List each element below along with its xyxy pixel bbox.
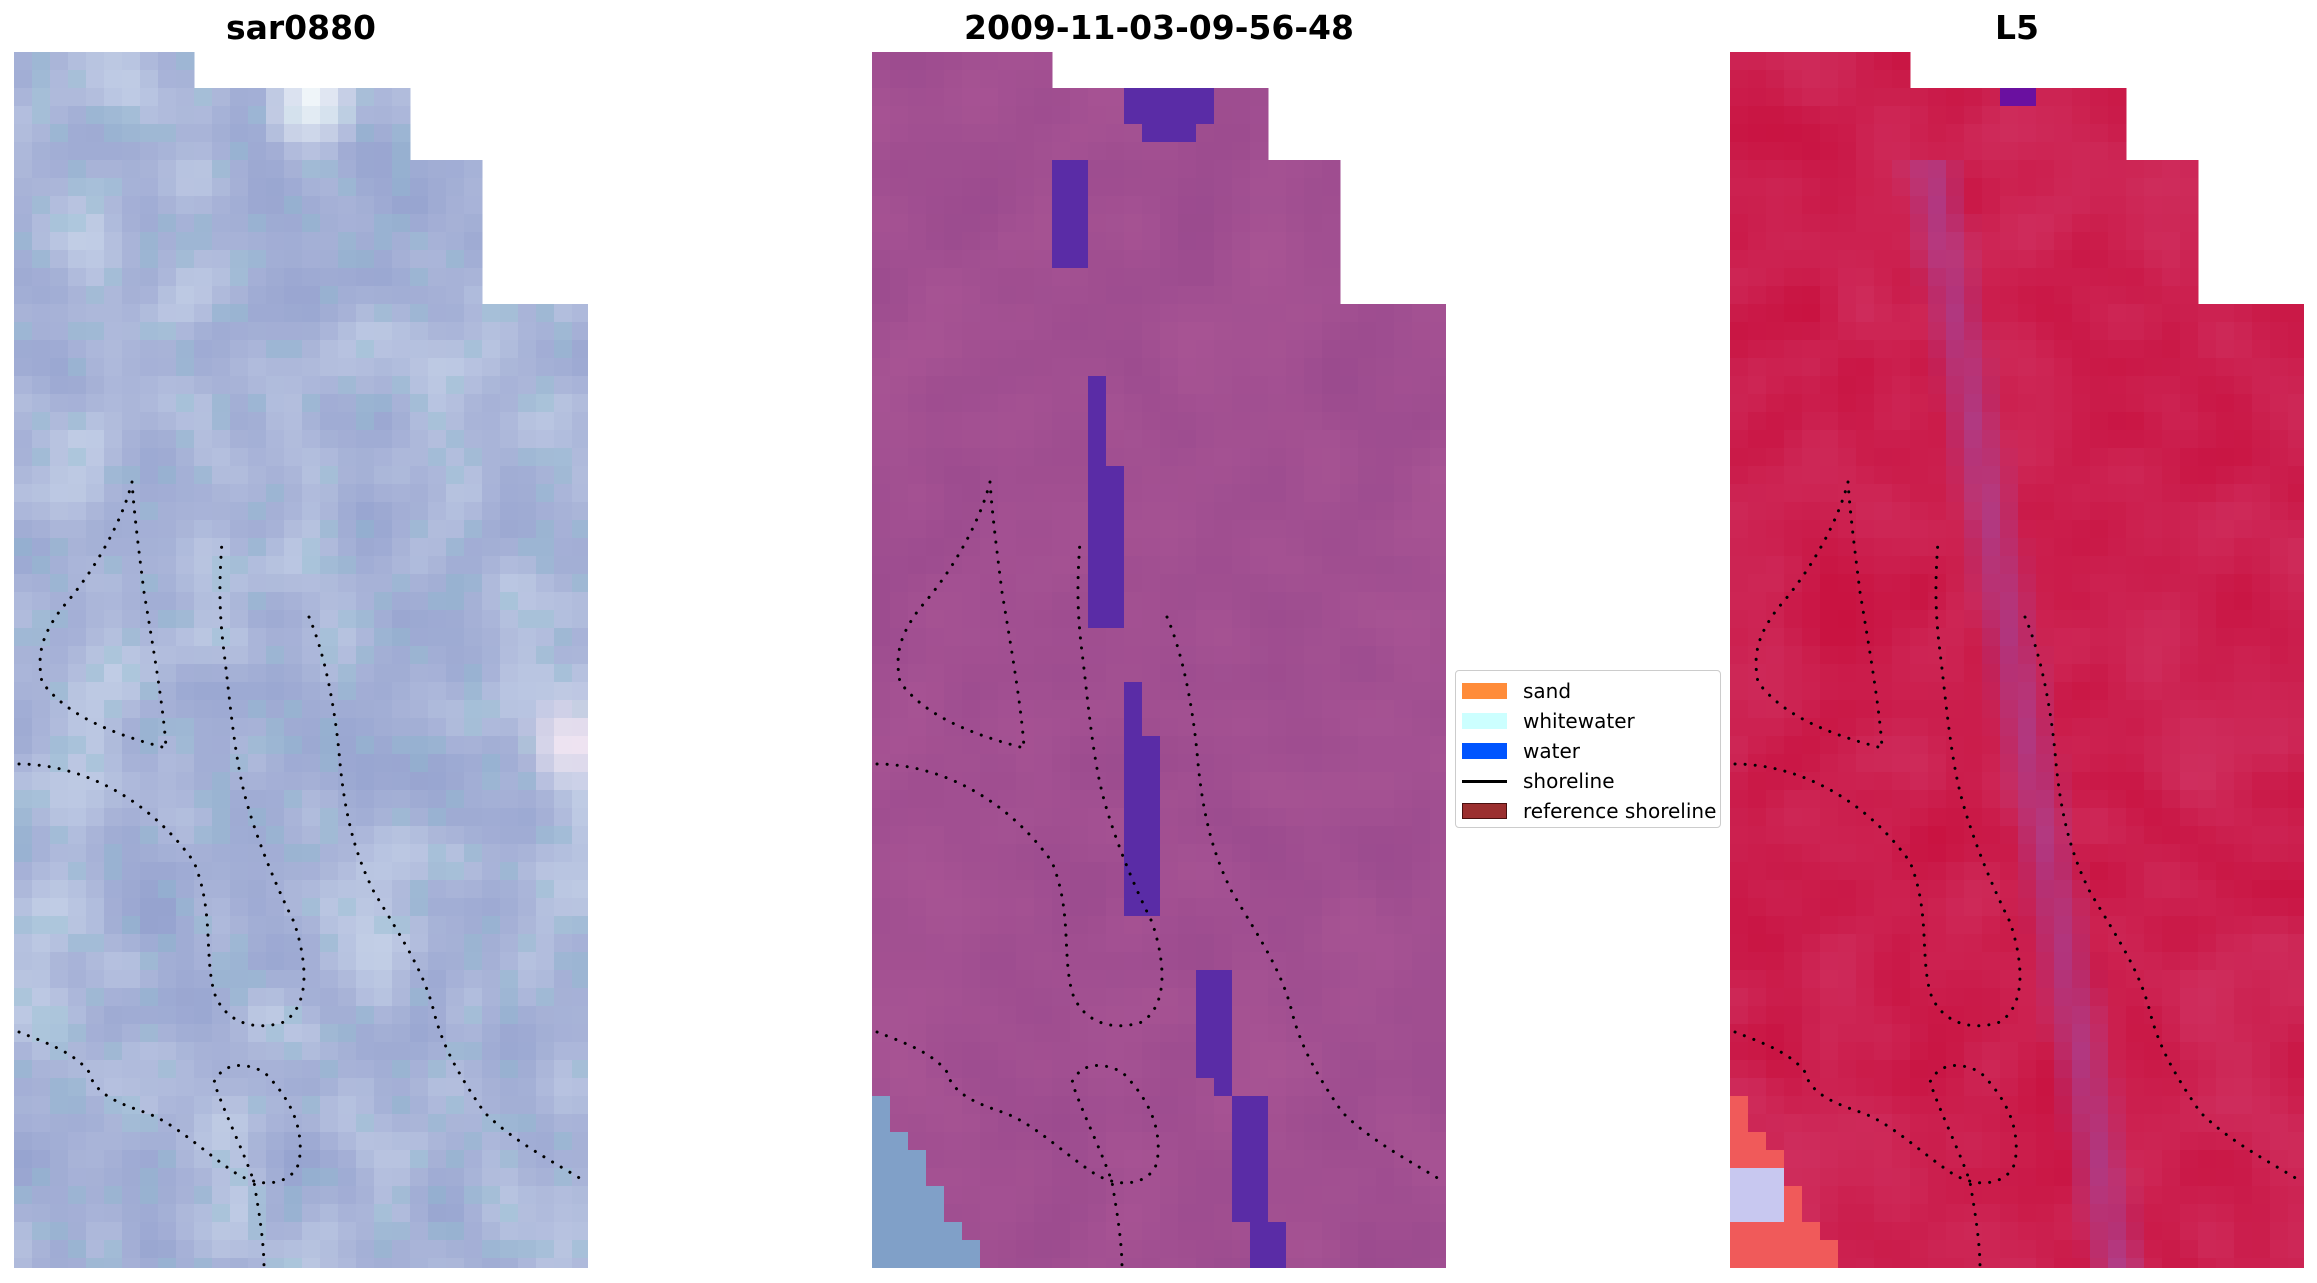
water-patch: [1196, 970, 1232, 1078]
legend-item-shoreline: shoreline: [1462, 769, 1615, 793]
legend-item-whitewater: whitewater: [1462, 709, 1635, 733]
panel-title-sar: sar0880: [225, 8, 377, 47]
water-patch: [1214, 1078, 1232, 1096]
legend-item-sand: sand: [1462, 679, 1571, 703]
shoreline-dotted-path: [1754, 480, 1884, 750]
water-patch: [1124, 682, 1142, 736]
legend-label-shoreline: shoreline: [1523, 769, 1615, 793]
shoreline-dotted-path: [2023, 615, 2304, 1184]
water-patch: [1250, 1222, 1286, 1268]
legend-label-sand: sand: [1523, 679, 1572, 703]
sar-composite-image: [14, 52, 588, 1268]
whitewater-swatch: [1462, 713, 1507, 729]
water-patch: [1232, 1096, 1268, 1222]
shoreline-dotted-path: [1165, 615, 1446, 1184]
water-patch: [1142, 124, 1196, 142]
shoreline-dotted-path: [896, 480, 1026, 750]
legend-item-water: water: [1462, 739, 1580, 763]
legend-label-water: water: [1523, 739, 1580, 763]
shoreline-dotted-path: [38, 480, 168, 750]
panel-title-date: 2009-11-03-09-56-48: [964, 8, 1354, 47]
index-image: [1730, 52, 2304, 1268]
legend-label-reference-shoreline: reference shoreline: [1523, 799, 1717, 823]
water-swatch: [1462, 743, 1507, 759]
water-patch: [1124, 88, 1214, 124]
legend-item-reference-shoreline: reference shoreline: [1462, 799, 1716, 823]
sand-swatch: [1462, 683, 1507, 699]
water-patch: [1088, 466, 1124, 628]
reference-shoreline-swatch: [1462, 803, 1507, 819]
panel-title-index: L5: [1995, 8, 2039, 47]
classification-image: [872, 52, 1446, 1268]
shoreline-line-swatch: [1462, 779, 1507, 783]
water-patch: [1124, 736, 1160, 916]
legend-label-whitewater: whitewater: [1523, 709, 1635, 733]
water-patch: [1052, 160, 1088, 268]
legend: sand whitewater water shoreline referenc…: [1455, 670, 1721, 828]
shoreline-dotted-path: [307, 615, 588, 1184]
water-patch: [2000, 88, 2036, 106]
